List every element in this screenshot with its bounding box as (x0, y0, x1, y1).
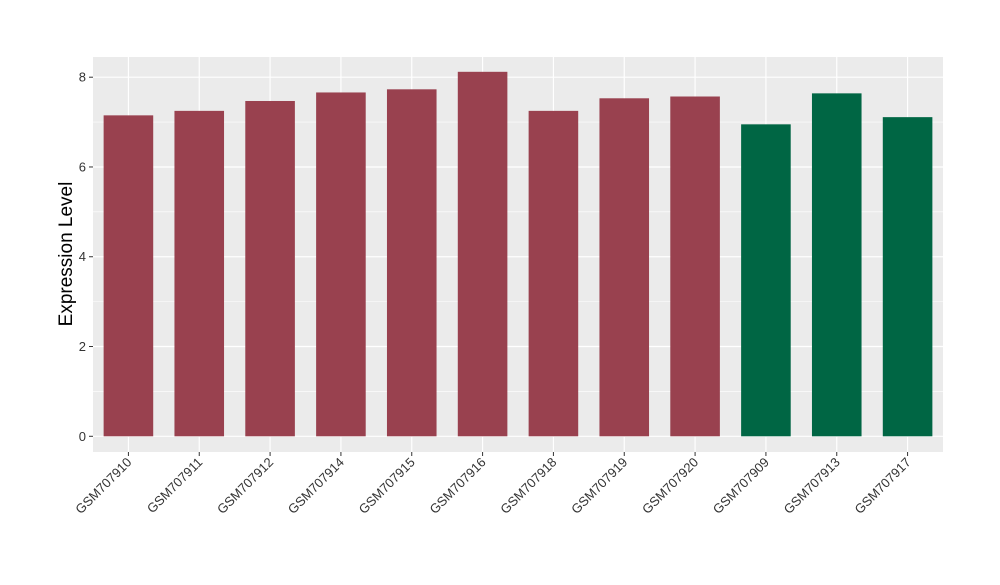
y-tick-label: 2 (79, 339, 86, 354)
bar-GSM707914 (316, 92, 366, 437)
x-tick-label: GSM707918 (497, 455, 559, 517)
y-tick-label: 4 (79, 249, 86, 264)
y-axis-title: Expression Level (56, 182, 77, 327)
bar-GSM707918 (528, 110, 579, 437)
bar-GSM707916 (457, 71, 508, 437)
bar-GSM707912 (245, 100, 295, 437)
bars (103, 71, 933, 437)
bar-GSM707909 (741, 124, 791, 437)
bar-GSM707917 (882, 117, 933, 437)
x-tick-label: GSM707910 (72, 455, 134, 517)
x-tick-label: GSM707920 (639, 455, 701, 517)
bar-GSM707920 (670, 96, 720, 437)
x-tick-label: GSM707915 (356, 455, 418, 517)
x-tick-label: GSM707912 (214, 455, 276, 517)
x-tick-label: GSM707917 (851, 455, 913, 517)
bar-GSM707919 (599, 98, 650, 437)
x-axis: GSM707910 GSM707911 GSM707912 GSM707914 GSM7… (72, 452, 914, 517)
y-tick-label: 8 (79, 70, 86, 85)
x-tick-label: GSM707913 (781, 455, 843, 517)
x-tick-label: GSM707916 (426, 455, 488, 517)
bar-GSM707915 (386, 89, 437, 437)
y-tick-label: 0 (79, 429, 86, 444)
bar-GSM707913 (811, 93, 862, 437)
x-tick-label: GSM707919 (568, 455, 630, 517)
bar-GSM707910 (103, 115, 154, 437)
y-tick-label: 6 (79, 159, 86, 174)
x-tick-label: GSM707914 (285, 455, 347, 517)
y-axis: 0 2 4 6 8 (79, 70, 93, 444)
x-tick-label: GSM707909 (710, 455, 772, 517)
x-tick-label: GSM707911 (144, 455, 206, 517)
plot-panel (93, 57, 943, 452)
grid-minor (93, 121, 943, 392)
bar-GSM707911 (174, 110, 225, 437)
